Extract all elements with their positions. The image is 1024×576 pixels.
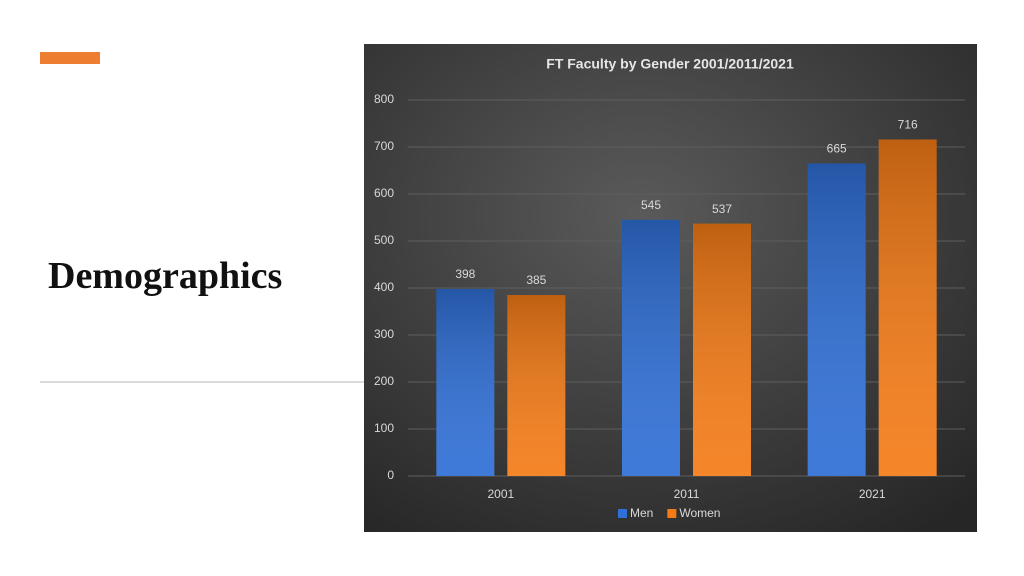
y-tick-label: 600 (374, 186, 394, 200)
legend-label: Men (630, 506, 653, 520)
y-tick-label: 200 (374, 374, 394, 388)
chart: FT Faculty by Gender 2001/2011/2021 0 100… (364, 44, 977, 532)
x-tick-label: 2011 (674, 487, 700, 501)
y-tick-label: 300 (374, 327, 394, 341)
divider (40, 381, 364, 383)
legend-label: Women (679, 506, 720, 520)
chart-title: FT Faculty by Gender 2001/2011/2021 (546, 56, 794, 72)
data-label: 385 (526, 273, 546, 287)
y-tick-label: 700 (374, 139, 394, 153)
data-label: 398 (455, 267, 475, 281)
data-label: 665 (827, 142, 847, 156)
bar-shade (622, 219, 680, 476)
x-tick-label: 2021 (859, 487, 886, 501)
x-tick-label: 2001 (487, 487, 514, 501)
data-label: 537 (712, 202, 732, 216)
y-tick-label: 800 (374, 92, 394, 106)
bar-shade (436, 288, 495, 476)
accent-bar (40, 52, 100, 64)
y-tick-label: 400 (374, 280, 394, 294)
data-label: 545 (641, 198, 661, 212)
y-tick-label: 0 (387, 468, 394, 482)
bar-shade (807, 163, 866, 476)
legend-swatch (667, 509, 677, 518)
bar-shade (507, 295, 566, 476)
bar-shade (878, 139, 937, 476)
bar-shade (693, 223, 751, 476)
slide-title: Demographics (48, 255, 283, 297)
y-tick-label: 500 (374, 233, 394, 247)
legend-swatch (618, 509, 627, 518)
y-tick-label: 100 (374, 421, 394, 435)
data-label: 716 (898, 118, 918, 132)
